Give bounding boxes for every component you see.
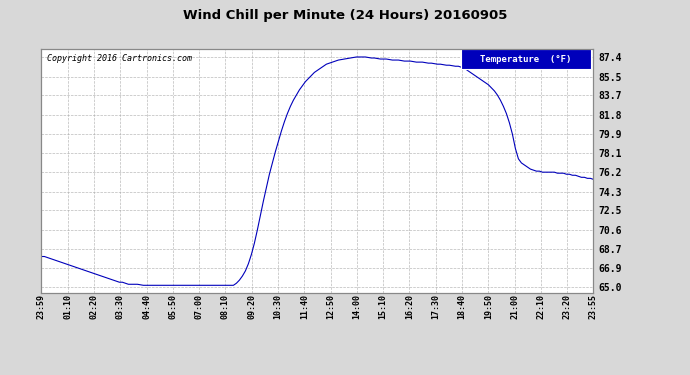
Text: Wind Chill per Minute (24 Hours) 20160905: Wind Chill per Minute (24 Hours) 2016090… (183, 9, 507, 22)
Text: Temperature  (°F): Temperature (°F) (480, 55, 571, 64)
FancyBboxPatch shape (461, 49, 591, 69)
Text: Copyright 2016 Cartronics.com: Copyright 2016 Cartronics.com (47, 54, 192, 63)
